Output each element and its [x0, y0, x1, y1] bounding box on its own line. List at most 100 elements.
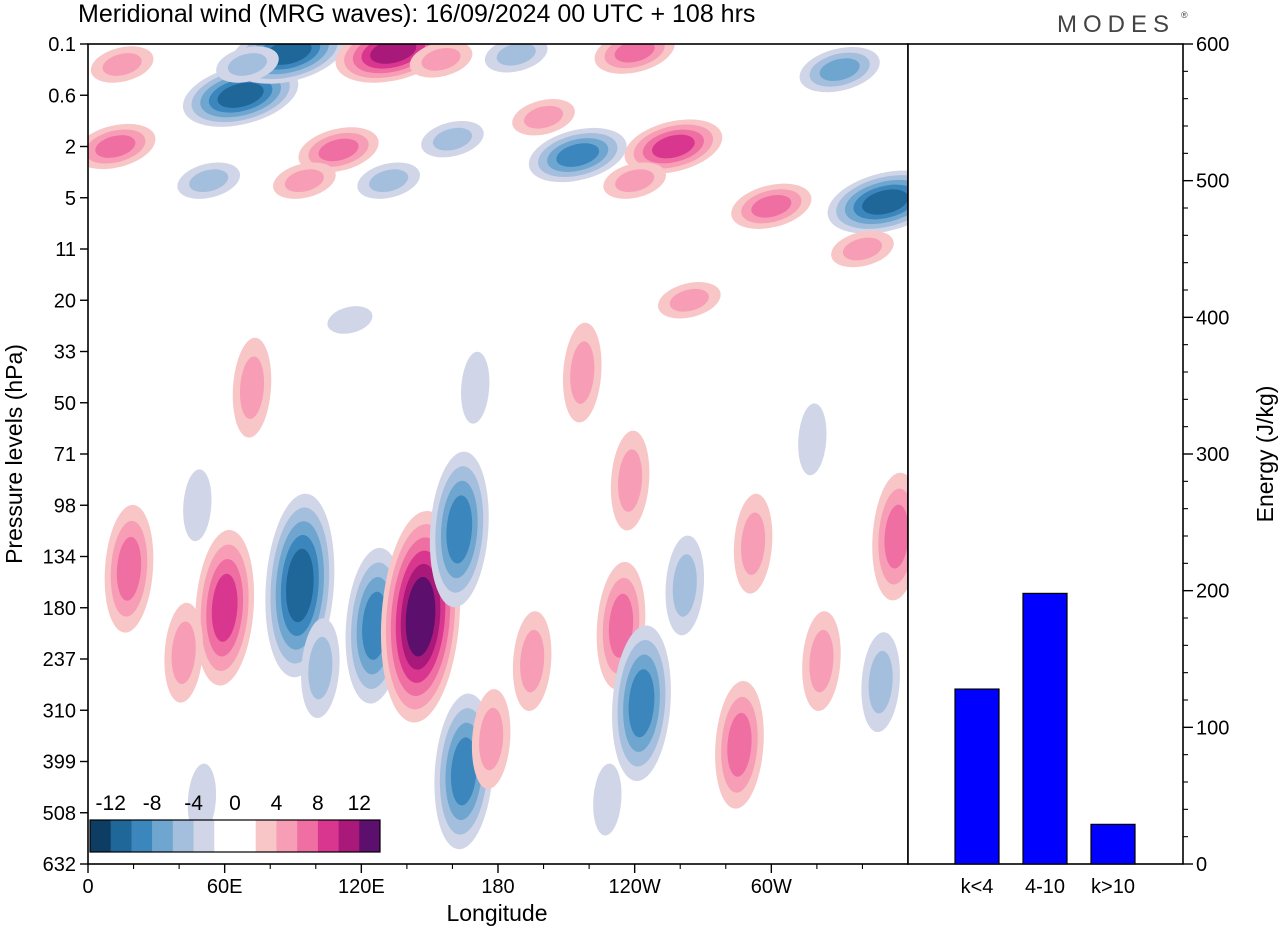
contour-level — [461, 351, 490, 424]
chart-title: Meridional wind (MRG waves): 16/09/2024 … — [78, 0, 755, 28]
contour-level — [862, 189, 908, 215]
southerly-wind-cell — [802, 611, 841, 712]
contour-level — [217, 82, 264, 108]
contour-level — [741, 512, 766, 575]
colorbar-label: 8 — [312, 792, 324, 815]
contour-level — [116, 536, 142, 601]
colorbar-cell — [338, 820, 360, 852]
southerly-wind-cell — [471, 689, 511, 789]
northerly-wind-cell — [799, 46, 880, 93]
colorbar-cell — [317, 820, 339, 852]
colorbar-label: -4 — [184, 792, 203, 815]
energy-tick-label: 300 — [1196, 444, 1229, 466]
northerly-wind-cell — [861, 632, 900, 733]
southerly-wind-cell — [596, 561, 646, 690]
longitude-tick-label: 180 — [481, 876, 514, 898]
contour-level — [308, 636, 333, 700]
pressure-tick-label: 11 — [55, 239, 76, 261]
contour-level — [405, 577, 436, 657]
pressure-tick-label: 399 — [43, 752, 76, 774]
colorbar-cell — [276, 820, 298, 852]
southerly-wind-cell — [273, 162, 336, 199]
pressure-tick-label: 33 — [54, 342, 76, 364]
energy-tick-label: 400 — [1196, 307, 1229, 329]
southerly-wind-cell — [603, 162, 666, 199]
southerly-wind-cell — [195, 529, 255, 686]
logo-mark: ® — [1181, 10, 1188, 20]
northerly-wind-cell — [216, 46, 279, 83]
contour-level — [432, 127, 473, 151]
contour-level — [615, 169, 655, 193]
contour-level — [102, 53, 142, 76]
contour-level — [95, 135, 136, 158]
southerly-wind-cell — [872, 472, 908, 601]
southerly-wind-cell — [512, 611, 552, 712]
longitude-tick-label: 0 — [82, 876, 93, 898]
colorbar-cell — [131, 820, 153, 852]
northerly-wind-cell — [612, 625, 671, 782]
pressure-tick-label: 310 — [43, 700, 76, 722]
northerly-wind-cell — [327, 306, 373, 334]
wind-contours — [88, 44, 908, 850]
southerly-wind-cell — [164, 602, 203, 703]
contour-level — [751, 194, 792, 218]
northerly-wind-cell — [301, 618, 340, 719]
pressure-tick-label: 0.6 — [48, 85, 76, 107]
contour-level — [884, 504, 908, 569]
contour-level — [628, 669, 655, 738]
southerly-wind-cell — [594, 44, 675, 74]
contour-level — [651, 134, 695, 159]
heatmap-plot: 0.1 0.6 2 5 11 20 33 50 71 98 134 180 237 310 399 508 63… — [1, 34, 909, 926]
colorbar-cell — [255, 820, 277, 852]
pressure-tick-label: 50 — [54, 393, 76, 415]
contour-level — [187, 763, 217, 836]
northerly-wind-cell — [177, 162, 241, 199]
colorbar-cell — [359, 820, 381, 852]
pressure-tick-label: 20 — [54, 290, 76, 312]
contour-level — [211, 573, 238, 642]
energy-bar — [1090, 823, 1136, 865]
southerly-wind-cell — [298, 127, 379, 173]
pressure-tick-label: 5 — [65, 188, 76, 210]
longitude-tick-label: 120W — [609, 876, 661, 898]
northerly-wind-cell — [187, 763, 217, 836]
colorbar: -12 -8 -4 0 4 8 12 — [89, 792, 381, 853]
contour-level — [520, 629, 545, 693]
contour-level — [842, 237, 883, 261]
longitude-axis: 0 60E 120E 180 120W 60W — [82, 864, 863, 898]
pressure-tick-label: 134 — [43, 547, 76, 569]
contour-level — [819, 58, 860, 81]
northerly-wind-cell — [429, 451, 489, 608]
northerly-wind-cell — [421, 120, 484, 158]
contour-level — [614, 44, 655, 63]
colorbar-label: 12 — [348, 792, 371, 815]
contour-level — [618, 449, 643, 512]
colorbar-label: -12 — [96, 792, 126, 815]
energy-bar-chart: 0 100 200 300 400 500 600 k<4 4-10 k>10 Energy (… — [907, 34, 1278, 898]
colorbar-label: 4 — [271, 792, 283, 815]
southerly-wind-cell — [733, 493, 773, 594]
energy-tick-label: 100 — [1196, 717, 1229, 739]
contour-level — [171, 621, 196, 684]
southerly-wind-cell — [512, 98, 575, 136]
contour-level — [479, 707, 504, 771]
pressure-axis: 0.1 0.6 2 5 11 20 33 50 71 98 134 180 237 310 399 508 63… — [43, 34, 88, 876]
energy-bars — [954, 592, 1136, 865]
pressure-tick-label: 180 — [43, 598, 76, 620]
contour-level — [608, 593, 634, 658]
northerly-wind-cell — [798, 403, 827, 476]
colorbar-cell — [235, 820, 257, 852]
wavenumber-axis: k<4 4-10 k>10 — [961, 876, 1135, 898]
contour-level — [189, 169, 229, 193]
contour-level — [327, 306, 373, 334]
southerly-wind-cell — [409, 44, 473, 78]
northerly-wind-cell — [528, 127, 627, 183]
contour-level — [727, 712, 752, 777]
northerly-wind-cell — [593, 763, 622, 836]
colorbar-cells — [90, 820, 381, 852]
colorbar-cell — [214, 820, 236, 852]
southerly-wind-cell — [104, 504, 154, 633]
energy-tick-label: 600 — [1196, 34, 1229, 56]
southerly-wind-cell — [90, 46, 154, 83]
